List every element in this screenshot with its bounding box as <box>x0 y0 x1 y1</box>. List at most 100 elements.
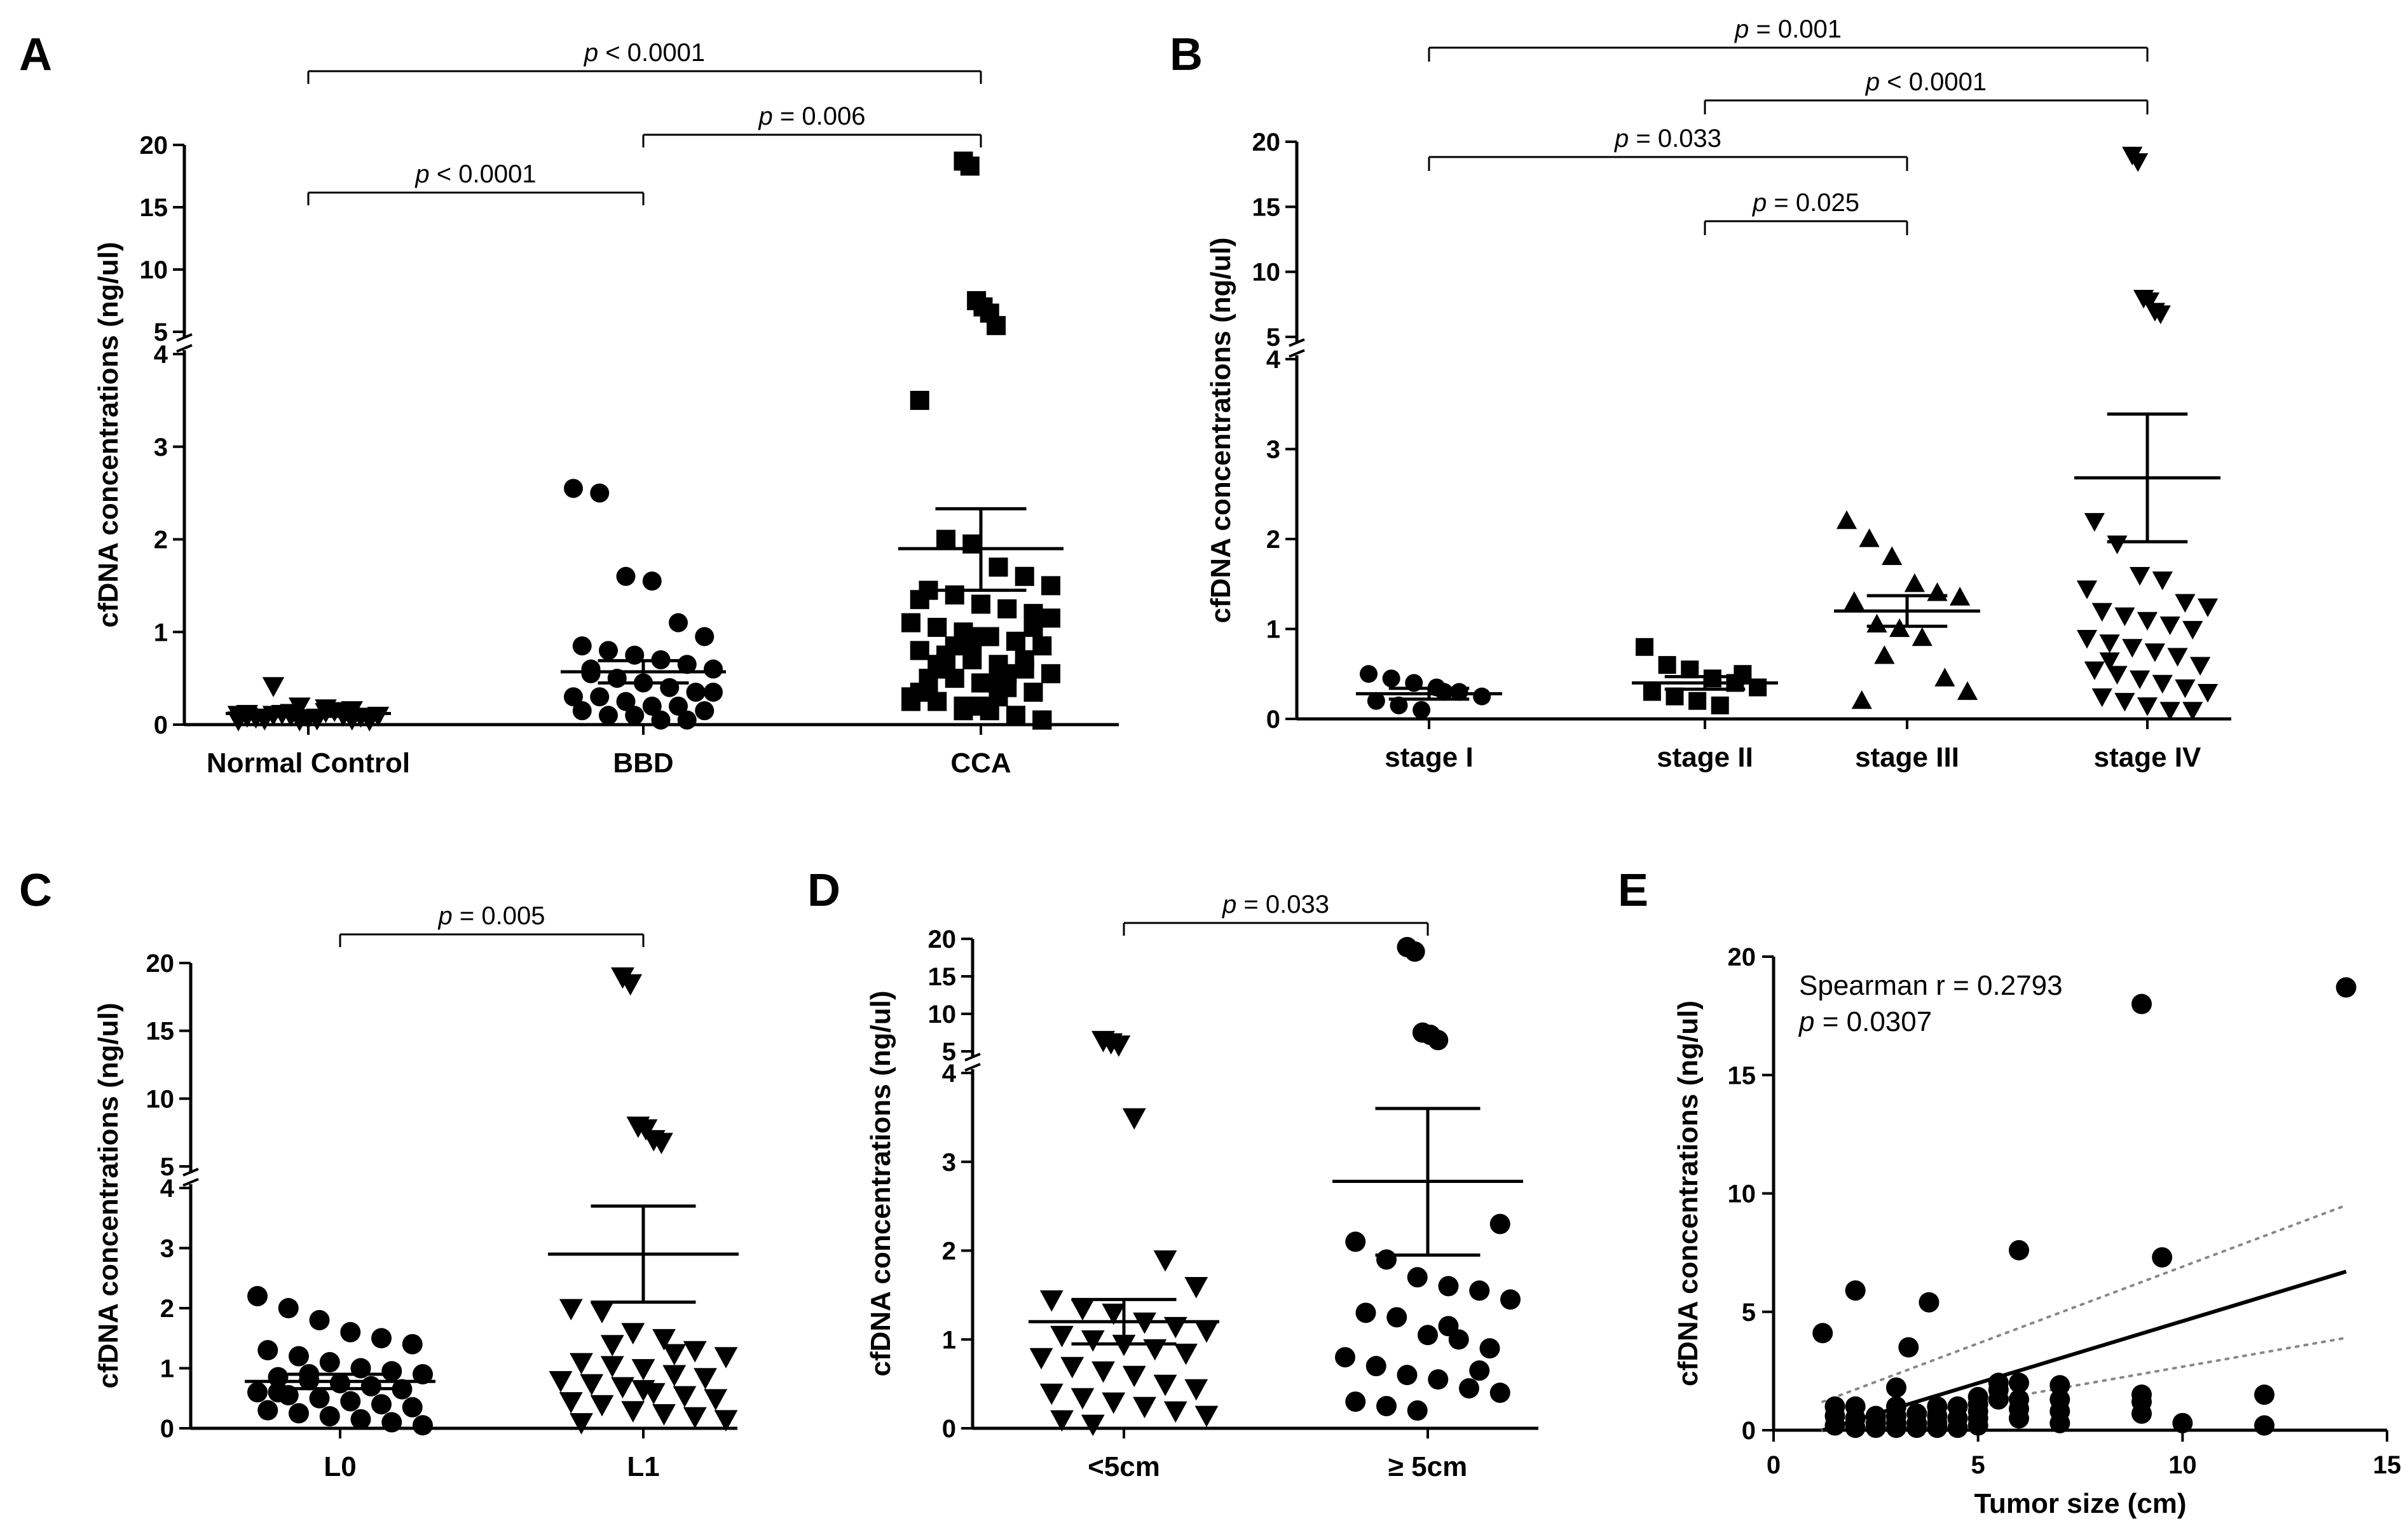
p-value-label: p < 0.0001 <box>414 160 536 188</box>
y-tick-label: 5 <box>942 1038 956 1066</box>
data-point <box>1407 1267 1428 1288</box>
y-tick-label: 0 <box>154 711 168 739</box>
data-point <box>2159 702 2180 721</box>
data-point <box>590 687 610 707</box>
y-tick-label: 15 <box>1728 1062 1756 1089</box>
data-point <box>1469 1280 1490 1301</box>
data-point <box>1122 1108 1146 1130</box>
data-point <box>257 1400 278 1421</box>
data-point <box>580 1374 604 1396</box>
data-point <box>1658 656 1676 674</box>
x-axis-title: Tumor size (cm) <box>1974 1488 2186 1519</box>
x-category-label: <5cm <box>1088 1451 1160 1482</box>
y-tick-label: 3 <box>154 434 168 461</box>
data-point <box>559 1392 583 1414</box>
y-tick-label: 0 <box>942 1415 956 1443</box>
data-point <box>945 585 964 604</box>
axis-break-mark <box>176 344 193 353</box>
y-tick-label: 0 <box>1266 706 1280 734</box>
p-value-label: p = 0.033 <box>1614 125 1721 153</box>
data-point <box>980 673 999 693</box>
y-tick-label: 3 <box>942 1149 956 1177</box>
data-point <box>1345 1391 1366 1412</box>
data-point <box>289 1403 309 1424</box>
y-tick-label: 15 <box>146 1018 175 1046</box>
data-point <box>1390 696 1408 714</box>
data-point <box>960 156 980 176</box>
x-category-label: CCA <box>950 748 1011 779</box>
data-point <box>997 664 1017 683</box>
x-category-label: stage III <box>1855 742 1959 773</box>
data-point <box>989 557 1008 577</box>
data-point <box>1041 608 1060 628</box>
data-point <box>1015 566 1034 586</box>
data-point <box>590 483 610 503</box>
y-tick-label: 10 <box>928 1001 957 1028</box>
data-point <box>2254 1415 2275 1436</box>
data-point <box>1184 1277 1208 1299</box>
scatter-points <box>1812 977 2357 1438</box>
series-cca <box>898 151 1064 730</box>
data-point <box>2175 594 2196 613</box>
series-bbd <box>561 479 726 730</box>
data-point <box>1184 1379 1208 1401</box>
significance-bracket: p = 0.033 <box>1428 125 1908 171</box>
data-point <box>268 1382 289 1403</box>
p-value-label: p < 0.0001 <box>584 39 705 67</box>
data-point <box>2254 1384 2275 1405</box>
data-point <box>1886 1417 1906 1438</box>
data-point <box>616 566 636 586</box>
data-point <box>1866 613 1887 633</box>
data-point <box>1473 687 1491 706</box>
data-point <box>2167 648 2188 667</box>
data-point <box>2152 571 2173 591</box>
data-point <box>1023 617 1043 637</box>
data-point <box>660 678 680 697</box>
p-value-label: p = 0.001 <box>1734 15 1842 43</box>
data-point <box>1927 1417 1948 1438</box>
data-point <box>1174 1343 1198 1365</box>
data-point <box>2175 679 2196 699</box>
data-point <box>289 1346 309 1367</box>
p-value-text: < 0.0001 <box>1880 68 1987 96</box>
y-tick-label: 10 <box>1252 259 1281 287</box>
data-point <box>1957 681 1978 700</box>
data-point <box>2084 661 2105 680</box>
data-point <box>1041 576 1060 596</box>
significance-bracket: p < 0.0001 <box>1704 68 2149 114</box>
x-tick-label: 0 <box>1767 1451 1781 1479</box>
data-point <box>2190 657 2211 676</box>
data-point <box>572 701 592 721</box>
series-stage-iv <box>2074 146 2220 721</box>
data-point <box>642 696 662 716</box>
y-tick-label: 15 <box>140 194 168 222</box>
panel-label: D <box>807 865 840 916</box>
data-point <box>2182 702 2203 721</box>
x-tick-label: 10 <box>2168 1451 2197 1479</box>
data-point <box>2009 1408 2029 1429</box>
data-point <box>2107 535 2128 554</box>
data-point <box>1711 696 1729 714</box>
data-point <box>590 1395 614 1417</box>
data-point <box>1898 1337 1919 1358</box>
series--5cm <box>1332 936 1523 1421</box>
data-point <box>599 641 618 660</box>
data-point <box>1886 1377 1906 1398</box>
data-point <box>1906 1417 1927 1438</box>
spearman-annotation: Spearman r = 0.2793 <box>1799 970 2063 1001</box>
data-point <box>631 1359 655 1381</box>
data-point <box>2172 1412 2193 1433</box>
data-point <box>247 1382 268 1403</box>
data-point <box>1382 669 1400 688</box>
data-point <box>704 659 723 679</box>
data-point <box>1015 650 1034 669</box>
data-point <box>650 1133 673 1154</box>
data-point <box>590 1302 614 1323</box>
p-symbol: p <box>438 902 453 930</box>
data-point <box>1688 692 1707 710</box>
data-point <box>616 692 636 711</box>
